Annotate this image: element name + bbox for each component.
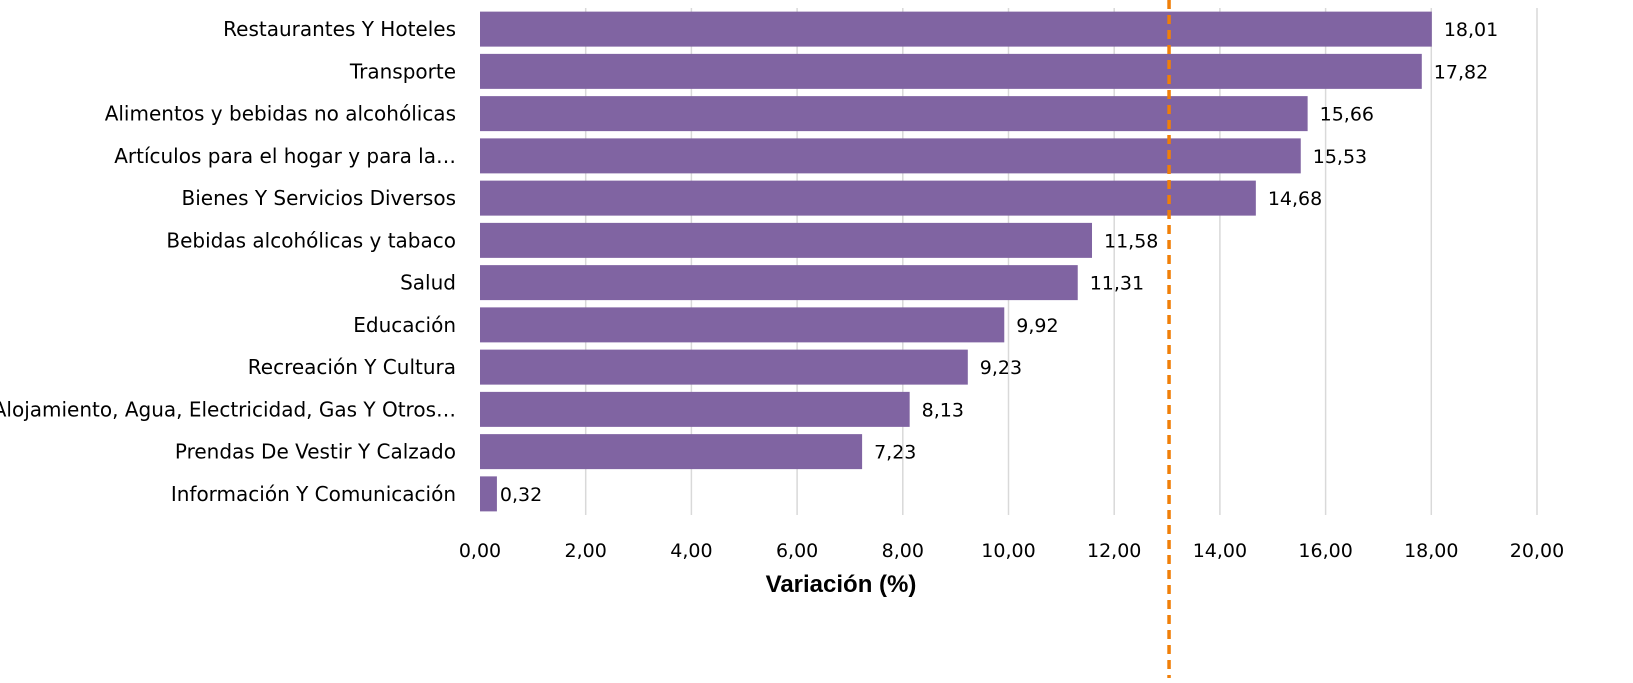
- bar: [480, 222, 1093, 258]
- bar: [480, 138, 1301, 174]
- gridlines: [584, 8, 1538, 515]
- bar: [480, 96, 1308, 132]
- category-label: Prendas De Vestir Y Calzado: [175, 440, 456, 464]
- x-tick-label: 18,00: [1404, 540, 1458, 562]
- data-label: 0,32: [500, 484, 542, 506]
- bar: [480, 307, 1005, 343]
- data-label: 17,82: [1434, 61, 1488, 83]
- data-label: 9,92: [1016, 315, 1058, 337]
- category-label: Recreación Y Cultura: [248, 355, 456, 379]
- bars: [480, 11, 1432, 512]
- category-label: Transporte: [349, 59, 456, 83]
- data-label: 14,68: [1268, 188, 1322, 210]
- bar: [480, 180, 1256, 216]
- category-label: Bienes Y Servicios Diversos: [182, 186, 457, 210]
- bar: [480, 53, 1422, 89]
- bar: [480, 349, 968, 385]
- category-labels: Restaurantes Y Hoteles Transporte Alimento…: [0, 17, 456, 506]
- x-tick-label: 20,00: [1510, 540, 1564, 562]
- bar: [480, 391, 910, 427]
- x-tick-label: 4,00: [670, 540, 712, 562]
- x-tick-label: 8,00: [882, 540, 924, 562]
- bar: [480, 434, 863, 470]
- category-label: Alojamiento, Agua, Electricidad, Gas Y O…: [0, 397, 456, 421]
- bar: [480, 11, 1432, 47]
- category-label: Bebidas alcohólicas y tabaco: [166, 228, 456, 252]
- bar: [480, 476, 497, 512]
- data-label: 11,31: [1090, 273, 1144, 295]
- category-label: Salud: [400, 271, 456, 295]
- data-label: 9,23: [980, 357, 1022, 379]
- x-tick-label: 10,00: [981, 540, 1035, 562]
- data-label: 18,01: [1444, 19, 1498, 41]
- x-tick-label: 2,00: [565, 540, 607, 562]
- category-label: Educación: [353, 313, 456, 337]
- x-tick-label: 14,00: [1193, 540, 1247, 562]
- category-label: Restaurantes Y Hoteles: [223, 17, 456, 41]
- x-axis-title: Variación (%): [766, 571, 917, 598]
- x-axis-tick-labels: 0,00 2,00 4,00 6,00 8,00 10,00 12,00 14,00 16,00…: [459, 540, 1564, 562]
- x-tick-label: 16,00: [1298, 540, 1352, 562]
- data-label: 8,13: [922, 399, 964, 421]
- data-label: 15,53: [1313, 146, 1367, 168]
- x-tick-label: 6,00: [776, 540, 818, 562]
- category-label: Información Y Comunicación: [171, 482, 456, 506]
- data-label: 15,66: [1320, 104, 1374, 126]
- bar: [480, 265, 1078, 301]
- x-tick-label: 0,00: [459, 540, 501, 562]
- x-tick-label: 12,00: [1087, 540, 1141, 562]
- data-label: 11,58: [1104, 230, 1158, 252]
- category-label: Artículos para el hogar y para la…: [114, 144, 456, 168]
- data-label: 7,23: [874, 442, 916, 464]
- data-labels: 18,01 17,82 15,66 15,53 14,68 11,58 11,31 9,92 9…: [500, 19, 1498, 506]
- category-label: Alimentos y bebidas no alcohólicas: [105, 102, 456, 126]
